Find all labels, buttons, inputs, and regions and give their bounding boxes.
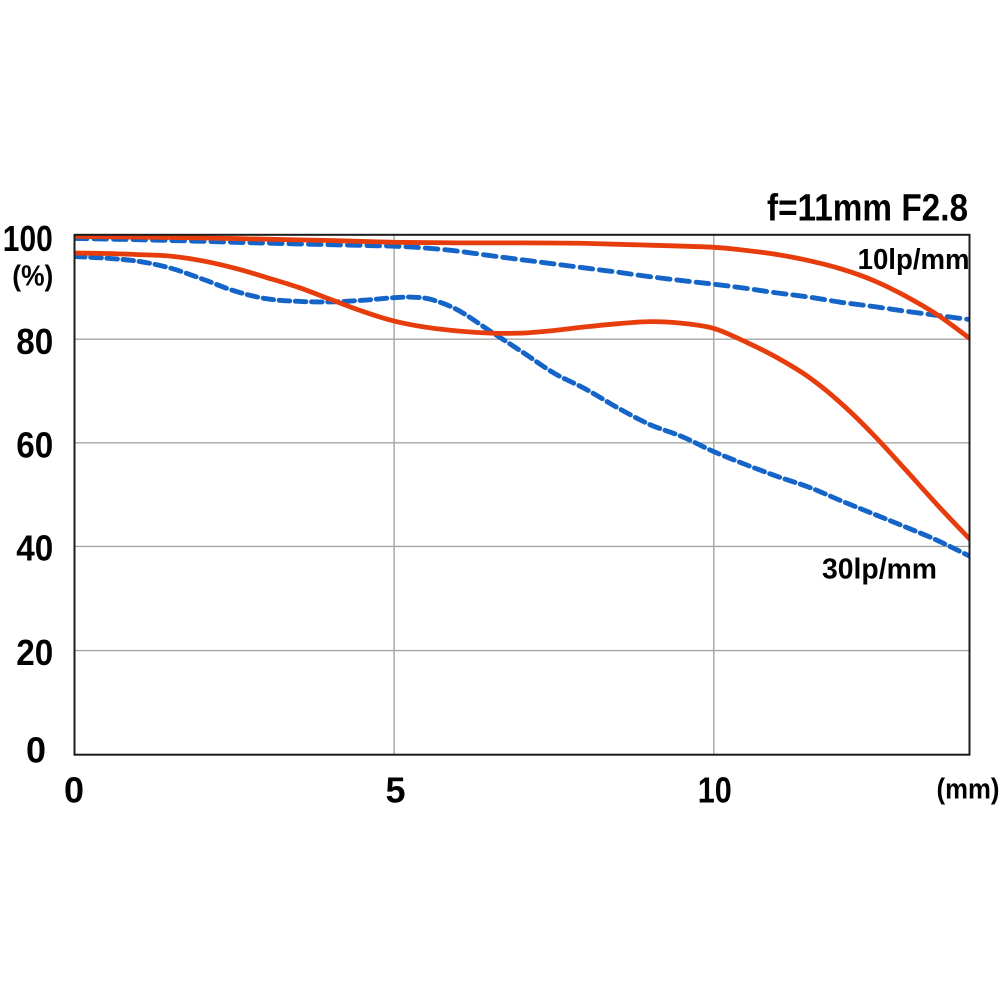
svg-text:5: 5	[385, 770, 405, 811]
svg-text:10lp/mm: 10lp/mm	[858, 244, 970, 276]
svg-text:0: 0	[64, 770, 84, 811]
svg-text:(%): (%)	[12, 261, 53, 293]
svg-text:80: 80	[16, 321, 53, 362]
svg-text:0: 0	[26, 729, 46, 770]
svg-text:(mm): (mm)	[937, 773, 1000, 805]
svg-text:f=11mm F2.8: f=11mm F2.8	[767, 188, 968, 230]
svg-text:10: 10	[698, 770, 732, 811]
svg-text:40: 40	[16, 528, 53, 569]
svg-text:60: 60	[16, 425, 53, 466]
svg-text:30lp/mm: 30lp/mm	[822, 553, 937, 585]
svg-text:100: 100	[3, 218, 53, 259]
svg-text:20: 20	[16, 632, 53, 673]
